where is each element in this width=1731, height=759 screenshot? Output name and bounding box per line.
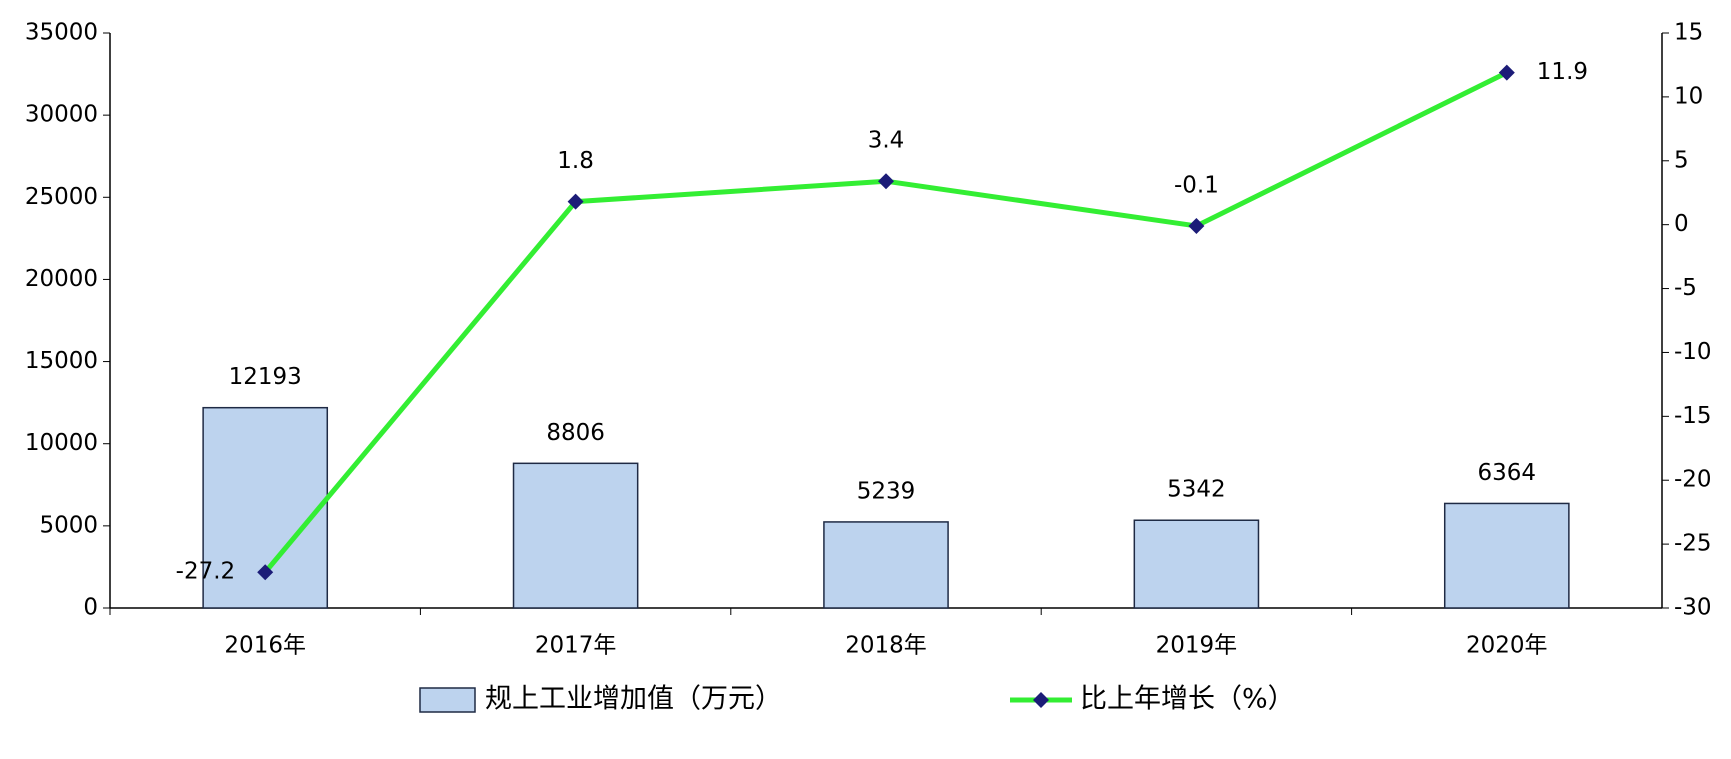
y2-tick-label: -20	[1674, 467, 1712, 493]
y2-tick-label: -15	[1674, 403, 1712, 429]
legend-label: 规上工业增加值（万元）	[485, 684, 782, 715]
y-tick-label: 25000	[25, 184, 98, 210]
data-label: -0.1	[1174, 172, 1219, 198]
line-marker	[567, 193, 584, 210]
legend-swatch	[419, 687, 476, 713]
y2-tick-label: 15	[1674, 20, 1703, 46]
x-tick-label: 2019年	[1156, 633, 1238, 659]
y2-tick-label: 0	[1674, 211, 1689, 237]
y2-tick-label: -30	[1674, 595, 1712, 621]
x-tick-label: 2018年	[845, 633, 927, 659]
data-label: -27.2	[176, 559, 236, 585]
bar	[1443, 502, 1570, 609]
x-tick-label: 2017年	[535, 633, 617, 659]
y2-tick-label: 10	[1674, 83, 1703, 109]
data-label: 5239	[857, 478, 916, 504]
data-label: 12193	[229, 364, 302, 390]
legend-label: 比上年增长（%）	[1080, 684, 1295, 715]
data-label: 8806	[546, 420, 605, 446]
y-tick-label: 15000	[25, 348, 98, 374]
line-marker	[878, 173, 894, 190]
data-label: 11.9	[1537, 59, 1588, 85]
y2-tick-label: -5	[1674, 275, 1697, 301]
y-tick-label: 5000	[39, 512, 98, 538]
y2-tick-label: -10	[1674, 339, 1712, 365]
data-label: 1.8	[557, 148, 594, 174]
line-marker	[257, 564, 274, 581]
x-tick-label: 2016年	[224, 633, 306, 659]
y-tick-label: 20000	[25, 266, 98, 292]
line-marker	[1498, 64, 1515, 81]
data-label: 5342	[1167, 477, 1226, 503]
data-label: 3.4	[868, 128, 905, 154]
bar	[1133, 519, 1260, 609]
x-tick-label: 2020年	[1466, 633, 1548, 659]
bar	[202, 406, 329, 609]
bar	[512, 462, 639, 609]
y-tick-label: 0	[83, 595, 98, 621]
y2-tick-label: -25	[1674, 531, 1712, 557]
bar	[823, 521, 949, 609]
data-label: 6364	[1478, 460, 1537, 486]
y-tick-label: 35000	[25, 20, 98, 46]
y-tick-label: 10000	[25, 430, 98, 456]
y-tick-label: 30000	[25, 102, 98, 128]
legend-marker	[1033, 692, 1049, 708]
y2-tick-label: 5	[1674, 147, 1689, 173]
line-marker	[1188, 217, 1205, 234]
